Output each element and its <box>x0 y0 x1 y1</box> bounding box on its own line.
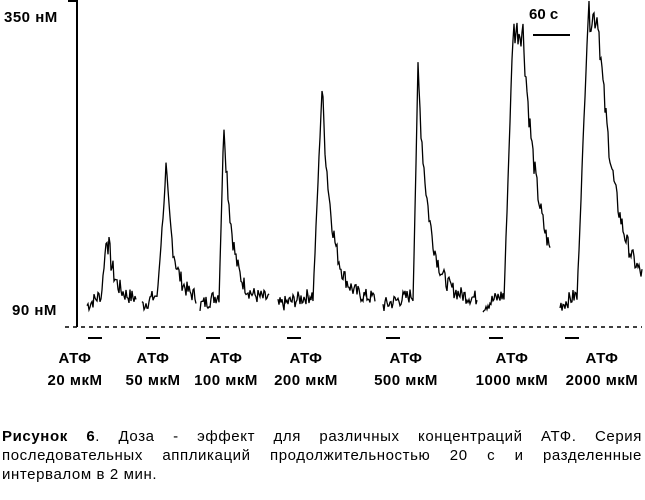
stimulus-agent: АТФ <box>495 350 529 367</box>
y-tick-label-min: 90 нМ <box>12 302 57 319</box>
stimulus-label-5: АТФ 500 мкМ <box>351 348 461 392</box>
stimulus-concentration: 2000 мкМ <box>565 372 639 389</box>
trace-segment-5 <box>382 62 478 311</box>
trace-segment-2 <box>141 162 197 312</box>
caption-text: . Доза - эффект для различных концентрац… <box>2 428 642 483</box>
stimulus-agent: АТФ <box>585 350 619 367</box>
trace-segment-3 <box>199 129 270 311</box>
stimulus-agent: АТФ <box>289 350 323 367</box>
trace-segment-1 <box>86 237 137 313</box>
trace-segment-6 <box>482 22 551 313</box>
stimulus-concentration: 1000 мкМ <box>475 372 549 389</box>
trace-segment-7 <box>559 0 643 311</box>
y-tick-label-max: 350 нМ <box>4 9 58 26</box>
stimulus-concentration: 200 мкМ <box>274 372 338 389</box>
figure-caption: Рисунок 6. Доза - эффект для различных к… <box>2 427 642 484</box>
stimulus-label-7: АТФ 2000 мкМ <box>547 348 645 392</box>
stimulus-concentration: 500 мкМ <box>374 372 438 389</box>
stimulus-label-3: АТФ 100 мкМ <box>171 348 281 392</box>
stimulus-agent: АТФ <box>209 350 243 367</box>
caption-label: Рисунок 6 <box>2 428 96 445</box>
stimulus-agent: АТФ <box>136 350 170 367</box>
stimulus-concentration: 50 мкМ <box>125 372 181 389</box>
stimulus-agent: АТФ <box>389 350 423 367</box>
stimulus-label-1: АТФ 20 мкМ <box>20 348 130 392</box>
stimulus-concentration: 100 мкМ <box>194 372 258 389</box>
stimulus-agent: АТФ <box>58 350 92 367</box>
stimulus-label-2: АТФ 50 мкМ <box>98 348 208 392</box>
stimulus-label-6: АТФ 1000 мкМ <box>457 348 567 392</box>
trace-segment-4 <box>277 90 376 311</box>
calcium-trace-chart: 60 с <box>65 0 643 339</box>
stimulus-concentration: 20 мкМ <box>47 372 103 389</box>
scale-bar-label: 60 с <box>529 6 558 23</box>
stimulus-label-4: АТФ 200 мкМ <box>251 348 361 392</box>
